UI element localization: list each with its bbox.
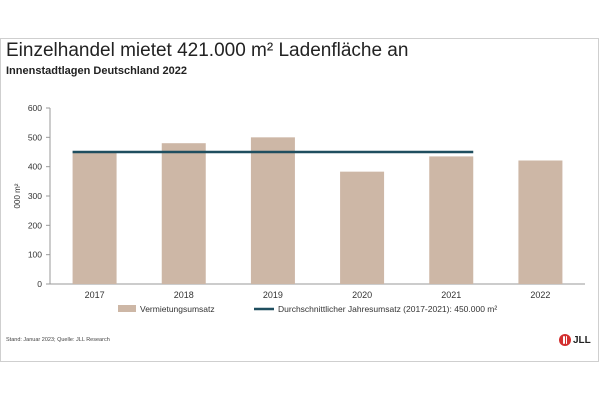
y-tick-label: 300: [28, 191, 42, 201]
x-tick-label: 2022: [530, 290, 550, 300]
bar-2020: [340, 171, 385, 284]
y-axis-label: 000 m²: [13, 183, 22, 208]
legend-label-line: Durchschnittlicher Jahresumsatz (2017-20…: [278, 304, 497, 314]
x-tick-label: 2020: [352, 290, 372, 300]
legend-label-bars: Vermietungsumsatz: [140, 304, 215, 314]
x-tick-label: 2021: [441, 290, 461, 300]
bar-2017: [72, 152, 117, 284]
bar-2022: [518, 160, 563, 284]
chart-title: Einzelhandel mietet 421.000 m² Ladenfläc…: [6, 40, 409, 61]
y-tick-label: 0: [37, 279, 42, 289]
slide-frame: [0, 38, 599, 362]
legend-swatch-bars: [118, 305, 136, 312]
x-tick-label: 2017: [85, 290, 105, 300]
bar-2019: [250, 137, 295, 284]
y-tick-label: 500: [28, 132, 42, 142]
source-note: Stand: Januar 2023; Quelle: JLL Research: [6, 337, 110, 343]
y-tick-label: 100: [28, 250, 42, 260]
x-tick-label: 2018: [174, 290, 194, 300]
bar-2021: [429, 156, 474, 284]
chart-subtitle: Innenstadtlagen Deutschland 2022: [6, 65, 187, 77]
y-tick-label: 600: [28, 103, 42, 113]
x-tick-label: 2019: [263, 290, 283, 300]
jll-logo-icon: [559, 334, 571, 346]
jll-logo-text: JLL: [573, 335, 591, 346]
jll-logo: JLL: [558, 334, 594, 348]
y-tick-label: 400: [28, 162, 42, 172]
y-tick-label: 200: [28, 220, 42, 230]
bar-2018: [161, 143, 206, 284]
